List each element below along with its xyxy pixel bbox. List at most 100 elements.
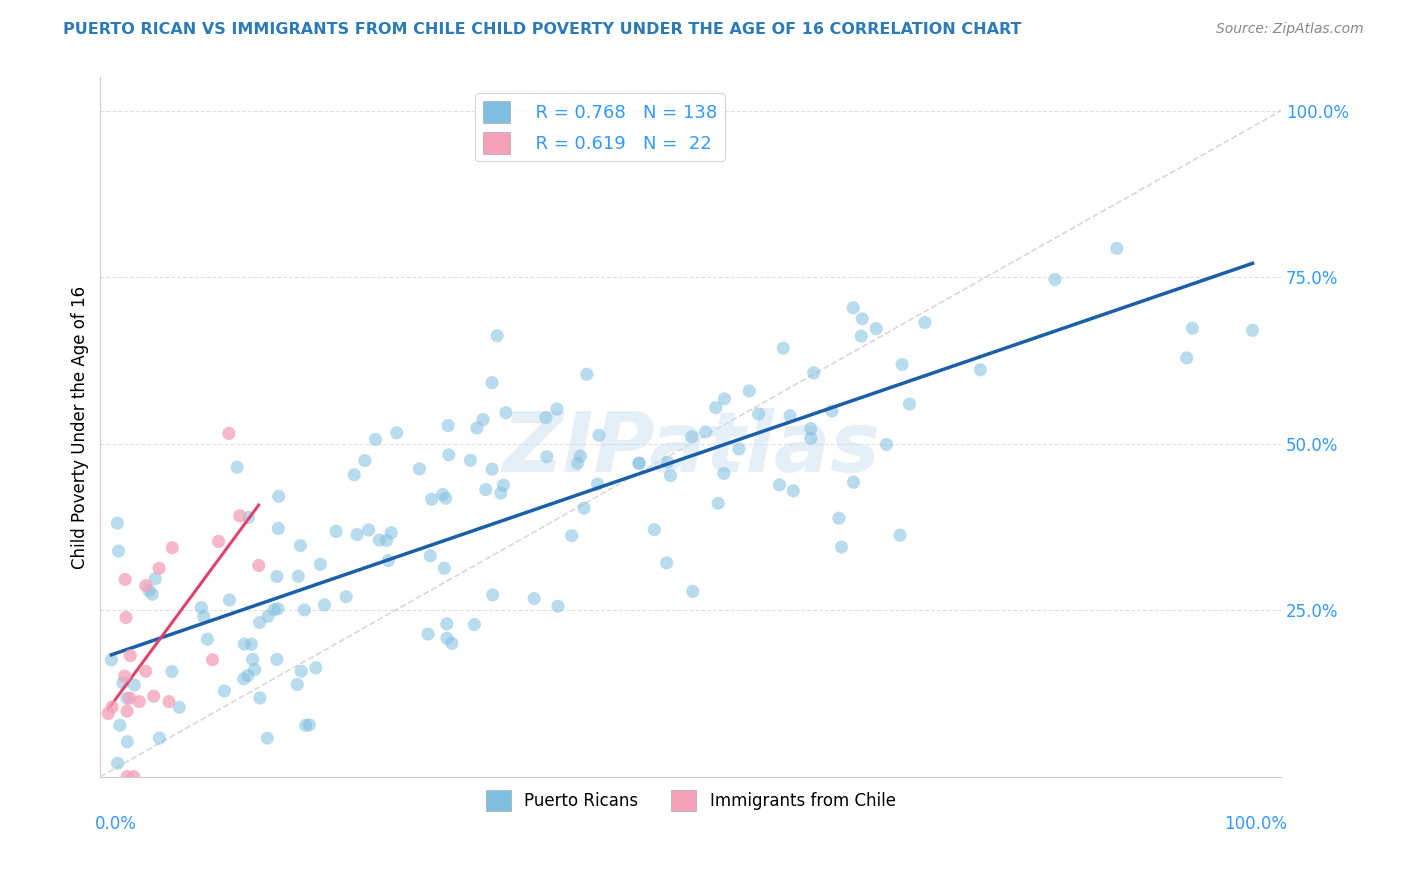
- Point: [1043, 272, 1066, 286]
- Point: [162, 541, 184, 555]
- Point: [266, 652, 288, 666]
- Point: [108, 718, 131, 732]
- Point: [627, 456, 650, 470]
- Point: [135, 665, 157, 679]
- Point: [233, 637, 256, 651]
- Point: [385, 425, 408, 440]
- Point: [408, 462, 430, 476]
- Point: [142, 690, 165, 704]
- Point: [876, 437, 898, 451]
- Point: [107, 516, 129, 530]
- Point: [240, 637, 263, 651]
- Point: [436, 632, 458, 646]
- Text: Source: ZipAtlas.com: Source: ZipAtlas.com: [1216, 22, 1364, 37]
- Point: [851, 312, 873, 326]
- Point: [380, 525, 402, 540]
- Point: [335, 590, 357, 604]
- Point: [314, 598, 336, 612]
- Point: [115, 704, 138, 718]
- Point: [138, 583, 160, 598]
- Point: [486, 328, 509, 343]
- Point: [657, 455, 679, 469]
- Point: [561, 528, 583, 542]
- Point: [821, 404, 844, 418]
- Point: [157, 695, 180, 709]
- Point: [842, 301, 865, 315]
- Point: [738, 384, 761, 398]
- Point: [891, 358, 914, 372]
- Point: [298, 718, 321, 732]
- Point: [800, 422, 823, 436]
- Point: [290, 664, 312, 678]
- Point: [257, 609, 280, 624]
- Point: [247, 558, 270, 573]
- Point: [226, 460, 249, 475]
- Point: [267, 601, 290, 615]
- Point: [800, 431, 823, 445]
- Point: [375, 533, 398, 548]
- Point: [107, 756, 129, 771]
- Point: [97, 706, 120, 721]
- Point: [256, 731, 278, 746]
- Point: [193, 609, 215, 624]
- Point: [830, 540, 852, 554]
- Point: [148, 731, 170, 745]
- Point: [353, 453, 375, 467]
- Point: [436, 616, 458, 631]
- Point: [534, 410, 557, 425]
- Point: [118, 691, 141, 706]
- Point: [713, 392, 735, 406]
- Point: [115, 610, 138, 624]
- Text: 100.0%: 100.0%: [1223, 815, 1286, 833]
- Point: [1241, 323, 1264, 337]
- Point: [325, 524, 347, 539]
- Point: [842, 475, 865, 490]
- Point: [460, 453, 482, 467]
- Point: [586, 477, 609, 491]
- Point: [536, 450, 558, 464]
- Point: [243, 663, 266, 677]
- Point: [122, 770, 145, 784]
- Point: [343, 467, 366, 482]
- Point: [190, 600, 212, 615]
- Point: [115, 691, 138, 706]
- Point: [148, 561, 170, 575]
- Point: [547, 599, 569, 614]
- Point: [434, 491, 457, 506]
- Point: [779, 409, 801, 423]
- Point: [141, 587, 163, 601]
- Point: [263, 603, 285, 617]
- Point: [128, 695, 150, 709]
- Point: [285, 677, 308, 691]
- Point: [713, 467, 735, 481]
- Point: [472, 412, 495, 426]
- Point: [218, 426, 240, 441]
- Point: [114, 573, 136, 587]
- Point: [232, 672, 254, 686]
- Point: [707, 496, 730, 510]
- Point: [575, 368, 598, 382]
- Point: [569, 449, 592, 463]
- Point: [1105, 242, 1128, 256]
- Point: [309, 558, 332, 572]
- Point: [242, 652, 264, 666]
- Point: [704, 401, 727, 415]
- Point: [357, 523, 380, 537]
- Point: [160, 665, 183, 679]
- Point: [287, 569, 309, 583]
- Point: [101, 700, 124, 714]
- Point: [305, 661, 328, 675]
- Point: [481, 588, 503, 602]
- Text: PUERTO RICAN VS IMMIGRANTS FROM CHILE CHILD POVERTY UNDER THE AGE OF 16 CORRELAT: PUERTO RICAN VS IMMIGRANTS FROM CHILE CH…: [63, 22, 1022, 37]
- Point: [1181, 321, 1204, 335]
- Point: [249, 690, 271, 705]
- Point: [197, 632, 219, 647]
- Point: [643, 523, 665, 537]
- Point: [489, 486, 512, 500]
- Point: [437, 448, 460, 462]
- Point: [294, 718, 316, 732]
- Point: [107, 544, 129, 558]
- Point: [828, 511, 851, 525]
- Point: [475, 483, 498, 497]
- Point: [267, 521, 290, 535]
